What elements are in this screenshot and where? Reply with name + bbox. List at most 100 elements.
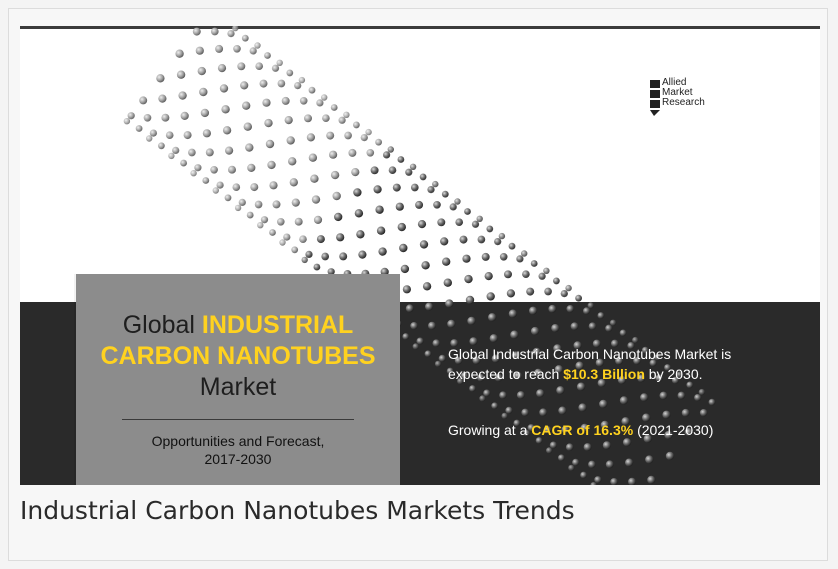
nanotube-atom (400, 264, 410, 274)
nanotube-atom (582, 307, 591, 315)
nanotube-atom (215, 44, 224, 53)
nanotube-atom (409, 163, 417, 170)
logo-text: Allied Market Research (662, 78, 705, 108)
nanotube-atom (467, 316, 476, 326)
nanotube-atom (210, 27, 219, 36)
nanotube-atom (557, 454, 565, 462)
nanotube-atom (298, 76, 306, 84)
nanotube-atom (566, 304, 575, 313)
nanotube-atom (560, 289, 568, 298)
nanotube-atom (459, 235, 468, 244)
nanotube-atom (224, 194, 232, 202)
nanotube-atom (165, 131, 174, 140)
nanotube-atom (245, 143, 254, 152)
nanotube-atom (360, 133, 368, 142)
nanotube-atom (195, 46, 204, 55)
nanotube-atom (272, 200, 281, 209)
market-value: $10.3 Billion (563, 366, 645, 382)
nanotube-atom (321, 94, 328, 101)
nanotube-atom (232, 183, 241, 192)
nanotube-atom (422, 282, 432, 291)
nanotube-atom (354, 209, 364, 218)
nanotube-atom (380, 267, 389, 276)
nanotube-atom (681, 408, 690, 417)
nanotube-atom (352, 121, 360, 129)
nanotube-atom (246, 211, 254, 219)
nanotube-atom (210, 165, 218, 174)
nanotube-atom (671, 376, 680, 384)
nanotube-atom (358, 250, 367, 259)
nanotube-atom (530, 260, 538, 267)
nanotube-atom (176, 70, 186, 79)
nanotube-atom (161, 113, 170, 122)
nanotube-atom (554, 365, 564, 374)
nanotube-atom (135, 125, 143, 132)
nanotube-atom (417, 220, 427, 229)
nanotube-atom (462, 254, 471, 263)
nanotube-atom (143, 113, 152, 122)
nanotube-atom (279, 239, 286, 246)
nanotube-atom (254, 42, 261, 49)
cagr-statement: Growing at a CAGR of 16.3% (2021-2030) (448, 420, 808, 440)
nanotube-atom (265, 139, 275, 149)
nanotube-atom (454, 198, 461, 205)
nanotube-atom (536, 389, 545, 398)
nanotube-atom (376, 226, 386, 235)
nanotube-atom (437, 218, 446, 227)
nanotube-atom (539, 408, 548, 417)
nanotube-atom (123, 118, 131, 125)
nanotube-atom (610, 477, 618, 485)
nanotube-atom (443, 278, 452, 287)
nanotube-atom (344, 131, 352, 140)
nanotube-atom (599, 399, 608, 409)
nanotube-atom (597, 312, 605, 319)
nanotube-atom (373, 185, 382, 194)
nanotube-atom (476, 373, 485, 382)
nanotube-atom (289, 178, 298, 187)
nanotube-atom (264, 118, 273, 128)
nanotube-atom (622, 438, 632, 447)
nanotube-atom (641, 346, 649, 354)
nanotube-atom (156, 74, 165, 83)
nanotube-atom (568, 464, 575, 472)
nanotube-atom (276, 59, 283, 66)
nanotube-atom (543, 425, 552, 434)
nanotube-atom (572, 458, 580, 467)
nanotube-atom (254, 200, 263, 209)
nanotube-atom (222, 126, 232, 135)
nanotube-atom (365, 128, 372, 136)
nanotube-atom (441, 190, 449, 198)
nanotube-atom (615, 356, 624, 365)
title-highlight-2: CARBON NANOTUBES (100, 342, 376, 370)
nanotube-atom (227, 29, 235, 38)
nanotube-atom (216, 181, 224, 189)
nanotube-atom (590, 482, 597, 485)
nanotube-atom (321, 252, 330, 261)
nanotube-atom (476, 215, 483, 222)
nanotube-atom (348, 148, 357, 157)
nanotube-atom (149, 129, 158, 137)
nanotube-atom (286, 136, 295, 145)
nanotube-atom (232, 26, 239, 32)
nanotube-atom (432, 180, 439, 188)
nanotube-atom (522, 270, 530, 279)
nanotube-atom (264, 52, 271, 59)
nanotube-atom (543, 267, 550, 274)
nanotube-atom (491, 354, 500, 363)
title-prefix: Global (122, 311, 195, 339)
nanotube-atom (158, 94, 167, 103)
nanotube-atom (202, 177, 210, 184)
title-divider (122, 419, 354, 420)
nanotube-atom (504, 270, 512, 279)
nanotube-atom (645, 455, 654, 464)
nanotube-atom (269, 229, 276, 236)
nanotube-atom (617, 376, 627, 385)
nanotube-atom (625, 458, 634, 467)
nanotube-atom (397, 222, 406, 232)
title-panel: Global INDUSTRIAL CARBON NANOTUBES Marke… (76, 274, 400, 485)
nanotube-atom (294, 81, 302, 90)
market-size-statement: Global Industrial Carbon Nanotubes Marke… (448, 344, 808, 384)
nanotube-atom (332, 191, 341, 201)
nanotube-atom (647, 475, 656, 484)
nanotube-atom (442, 257, 451, 266)
